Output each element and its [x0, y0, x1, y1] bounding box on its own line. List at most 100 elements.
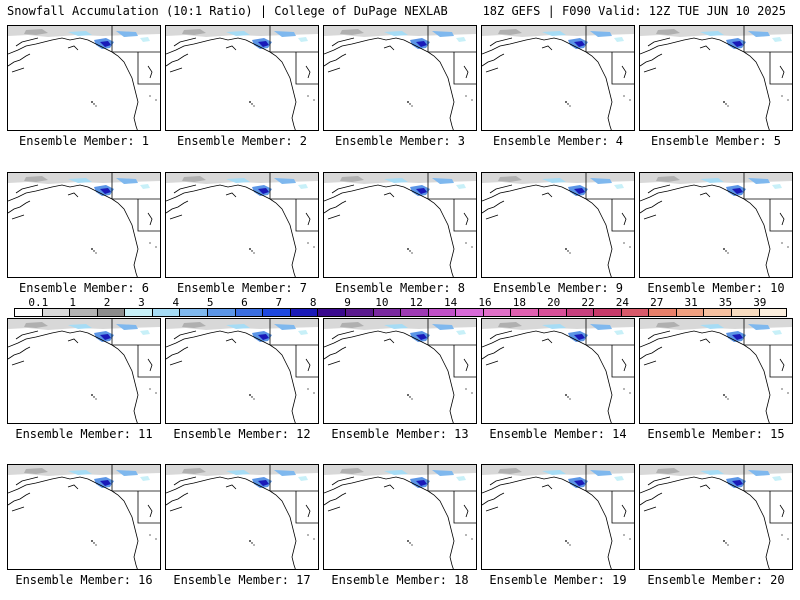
snowfall-colorbar — [14, 308, 787, 317]
islands — [565, 242, 631, 254]
map-svg — [324, 319, 476, 423]
snowfall-shading — [324, 173, 476, 196]
ensemble-member-label: Ensemble Member: 7 — [176, 281, 308, 295]
map-svg — [482, 173, 634, 277]
ensemble-member-label: Ensemble Member: 18 — [331, 573, 469, 587]
map-svg — [482, 26, 634, 130]
colorbar-tick-label: 14 — [443, 296, 458, 309]
ensemble-member-label: Ensemble Member: 4 — [492, 134, 624, 148]
snowfall-shading — [8, 26, 160, 49]
islands — [91, 95, 157, 107]
map-svg — [8, 465, 160, 569]
colorbar-tick-label: 18 — [512, 296, 526, 309]
map-svg — [640, 26, 792, 130]
colorbar-tick-label: 16 — [478, 296, 492, 309]
colorbar-tick-label: 9 — [344, 296, 351, 309]
colorbar-tick-label: 5 — [206, 296, 214, 309]
coastlines — [324, 173, 476, 277]
islands — [565, 388, 631, 400]
colorbar-swatch — [594, 309, 622, 316]
ensemble-member-label: Ensemble Member: 9 — [492, 281, 624, 295]
coastlines — [8, 173, 160, 277]
snowfall-shading — [166, 319, 318, 342]
ensemble-member-label: Ensemble Member: 19 — [489, 573, 627, 587]
snowfall-shading — [8, 465, 160, 488]
colorbar-swatch — [70, 309, 98, 316]
islands — [249, 534, 315, 546]
islands — [407, 95, 473, 107]
ensemble-member-label: Ensemble Member: 8 — [334, 281, 466, 295]
header-right-title: 18Z GEFS | F090 Valid: 12Z TUE JUN 10 20… — [482, 4, 786, 18]
colorbar-swatch — [704, 309, 733, 316]
coastlines — [166, 319, 318, 423]
islands — [91, 388, 157, 400]
coastlines — [482, 26, 634, 130]
colorbar-swatch — [373, 309, 402, 316]
ensemble-member-label: Ensemble Member: 1 — [18, 134, 150, 148]
snowfall-shading — [166, 26, 318, 49]
snowfall-shading — [324, 319, 476, 342]
map-svg — [8, 173, 160, 277]
colorbar-tick-label: 2 — [103, 296, 111, 309]
colorbar-swatch — [290, 309, 319, 316]
ensemble-member-label: Ensemble Member: 12 — [173, 427, 311, 441]
islands — [407, 534, 473, 546]
map-svg — [324, 26, 476, 130]
islands — [565, 534, 631, 546]
ensemble-member-label: Ensemble Member: 17 — [173, 573, 311, 587]
ensemble-map-panel — [481, 318, 635, 424]
ensemble-map-panel — [7, 25, 161, 131]
islands — [249, 95, 315, 107]
colorbar-tick-label: 3 — [138, 296, 145, 309]
islands — [723, 388, 789, 400]
map-svg — [166, 26, 318, 130]
colorbar-swatch — [759, 309, 787, 316]
map-svg — [166, 319, 318, 423]
islands — [407, 242, 473, 254]
islands — [723, 242, 789, 254]
coastlines — [640, 26, 792, 130]
ensemble-member-label: Ensemble Member: 5 — [650, 134, 782, 148]
coastlines — [8, 465, 160, 569]
colorbar-tick-labels: 0.1 1 2 3 4 5 6 7 8 9 10 12 14 16 18 20 22 24 27 31 35 39 — [14, 296, 787, 309]
ensemble-map-panel — [165, 25, 319, 131]
colorbar-swatch — [649, 309, 677, 316]
colorbar-swatch — [428, 309, 457, 316]
snowfall-shading — [324, 26, 476, 49]
islands — [407, 388, 473, 400]
coastlines — [166, 26, 318, 130]
colorbar-swatch — [566, 309, 595, 316]
colorbar-tick-label: 1 — [69, 296, 77, 309]
ensemble-member-label: Ensemble Member: 6 — [18, 281, 150, 295]
colorbar-swatch — [318, 309, 346, 316]
map-svg — [166, 465, 318, 569]
coastlines — [166, 465, 318, 569]
ensemble-map-panel — [323, 172, 477, 278]
ensemble-member-label: Ensemble Member: 10 — [647, 281, 785, 295]
colorbar-tick-label: 39 — [753, 296, 767, 309]
islands — [249, 242, 315, 254]
colorbar-swatch — [263, 309, 291, 316]
map-svg — [166, 173, 318, 277]
colorbar-tick-label: 31 — [684, 296, 698, 309]
ensemble-map-panel — [639, 25, 793, 131]
colorbar-swatch — [125, 309, 153, 316]
colorbar-swatch — [235, 309, 264, 316]
ensemble-map-panel — [481, 172, 635, 278]
coastlines — [640, 319, 792, 423]
map-svg — [640, 465, 792, 569]
colorbar-swatch — [676, 309, 705, 316]
colorbar-swatch — [345, 309, 374, 316]
snowfall-shading — [166, 173, 318, 196]
colorbar-tick-label: 10 — [375, 296, 389, 309]
colorbar-tick-label: 35 — [718, 296, 733, 309]
colorbar-swatch — [97, 309, 126, 316]
snowfall-shading — [482, 26, 634, 49]
colorbar-swatch — [401, 309, 429, 316]
snowfall-shading — [324, 465, 476, 488]
ensemble-map-panel — [7, 318, 161, 424]
snowfall-shading — [640, 319, 792, 342]
ensemble-member-label: Ensemble Member: 11 — [15, 427, 153, 441]
ensemble-map-panel — [639, 318, 793, 424]
ensemble-member-label: Ensemble Member: 3 — [334, 134, 466, 148]
